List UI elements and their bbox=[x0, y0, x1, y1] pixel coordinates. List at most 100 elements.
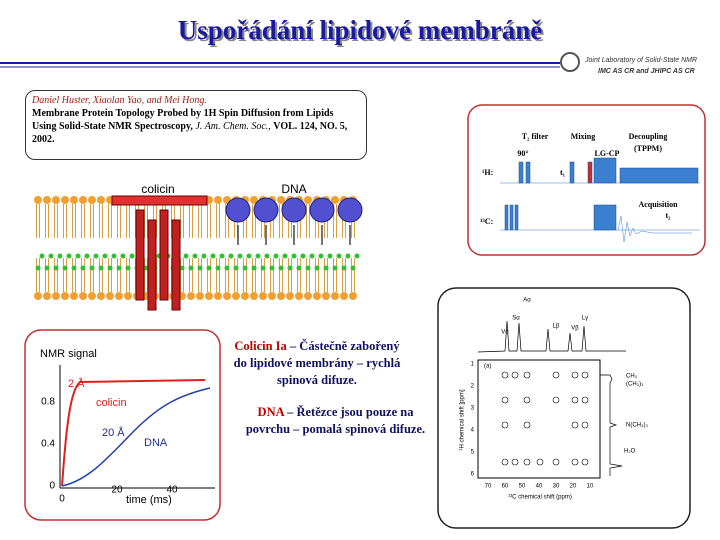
cross-peak bbox=[523, 458, 531, 466]
spectrum-panel bbox=[437, 287, 691, 529]
lipid-head bbox=[79, 196, 87, 204]
dna bbox=[309, 197, 335, 223]
lipid-head bbox=[61, 292, 69, 300]
tick-label: 2 bbox=[471, 384, 475, 390]
cross-peak bbox=[523, 421, 531, 429]
citation-box: Daniel Huster, Xiaolan Yao, and Mei Hong… bbox=[25, 90, 367, 160]
water bbox=[300, 253, 306, 259]
cross-peak bbox=[552, 396, 560, 404]
lipid-head bbox=[232, 292, 240, 300]
water bbox=[251, 265, 257, 271]
tick-label: 10 bbox=[587, 484, 594, 490]
tick-label: 3 bbox=[471, 406, 475, 412]
cross-peak bbox=[552, 371, 560, 379]
pulses bbox=[500, 157, 700, 243]
curve-label: colicin bbox=[96, 397, 127, 409]
title-shadow: Uspořádání lipidové membráně bbox=[180, 17, 545, 47]
water bbox=[264, 253, 270, 259]
water bbox=[219, 253, 225, 259]
water bbox=[327, 253, 333, 259]
peak-label: Vα bbox=[501, 330, 509, 336]
lipid-head bbox=[214, 196, 222, 204]
pulse bbox=[509, 204, 514, 231]
citation-authors: Daniel Huster, Xiaolan Yao, and Mei Hong… bbox=[32, 95, 207, 106]
lipid-head bbox=[34, 196, 42, 204]
pulse-label: ¹³C: bbox=[480, 217, 493, 226]
tick-label: 4 bbox=[471, 428, 475, 434]
pulse bbox=[593, 157, 617, 184]
peak-label: Lβ bbox=[553, 324, 560, 330]
lipid-head bbox=[250, 292, 258, 300]
lipid-head bbox=[313, 292, 321, 300]
plot-title: NMR signal bbox=[40, 348, 97, 360]
water bbox=[233, 265, 239, 271]
lipid-head bbox=[295, 292, 303, 300]
water bbox=[345, 253, 351, 259]
water bbox=[188, 265, 194, 271]
side-label: H₂O bbox=[624, 449, 636, 455]
cross-peak bbox=[501, 396, 509, 404]
helix bbox=[159, 209, 169, 301]
peak-label: Aα bbox=[523, 298, 531, 304]
water bbox=[39, 253, 45, 259]
tick-label: 0 bbox=[59, 494, 65, 505]
tick-label: 20 bbox=[570, 484, 577, 490]
water bbox=[66, 253, 72, 259]
lipid-head bbox=[70, 196, 78, 204]
note: DNA – Řetězce jsou pouze na povrchu – po… bbox=[243, 404, 428, 438]
dna bbox=[337, 197, 363, 223]
water bbox=[98, 265, 104, 271]
water bbox=[197, 265, 203, 271]
tick-label: 60 bbox=[502, 484, 509, 490]
peak-label: Lγ bbox=[582, 316, 588, 322]
water bbox=[129, 253, 135, 259]
water bbox=[179, 265, 185, 271]
water bbox=[296, 265, 302, 271]
axis-label: ¹³C chemical shift (ppm) bbox=[508, 495, 572, 501]
lipid-head bbox=[223, 292, 231, 300]
water bbox=[282, 253, 288, 259]
water bbox=[242, 265, 248, 271]
side-label: N(CH₃)₃ bbox=[626, 423, 648, 429]
lipid-head bbox=[241, 292, 249, 300]
logo-text: IMC AS CR and JHIPC AS CR bbox=[598, 68, 695, 75]
lipid-head bbox=[277, 196, 285, 204]
lipid-head bbox=[52, 196, 60, 204]
pulse bbox=[569, 161, 575, 184]
water bbox=[206, 265, 212, 271]
water bbox=[210, 253, 216, 259]
lipid-head bbox=[79, 292, 87, 300]
lipid-head bbox=[34, 292, 42, 300]
helix bbox=[111, 195, 208, 206]
tick-label: 5 bbox=[471, 450, 475, 456]
dna bbox=[281, 197, 307, 223]
tick-label: 50 bbox=[519, 484, 526, 490]
lipid-head bbox=[349, 292, 357, 300]
lipid-head bbox=[304, 292, 312, 300]
curve-label: 20 Å bbox=[102, 426, 125, 439]
curve bbox=[61, 379, 206, 487]
tick-label: 70 bbox=[485, 484, 492, 490]
dna bbox=[225, 197, 251, 223]
lipid-head bbox=[304, 196, 312, 204]
plot-frame bbox=[477, 359, 601, 479]
water bbox=[143, 265, 149, 271]
cross-peak bbox=[501, 421, 509, 429]
logo-text: Joint Laboratory of Solid-State NMR bbox=[584, 57, 697, 64]
logo-mark bbox=[560, 52, 580, 72]
cross-peak bbox=[571, 371, 579, 379]
lipid-head bbox=[106, 292, 114, 300]
water bbox=[255, 253, 261, 259]
pulse bbox=[504, 204, 509, 231]
water bbox=[93, 253, 99, 259]
water bbox=[215, 265, 221, 271]
figure-label: DNA bbox=[281, 182, 306, 196]
tick-label: 1 bbox=[471, 362, 475, 368]
tick-label: 40 bbox=[166, 485, 178, 496]
water bbox=[336, 253, 342, 259]
peak-label: Vβ bbox=[571, 326, 579, 332]
water bbox=[120, 253, 126, 259]
tick-label: 0.8 bbox=[41, 397, 55, 408]
